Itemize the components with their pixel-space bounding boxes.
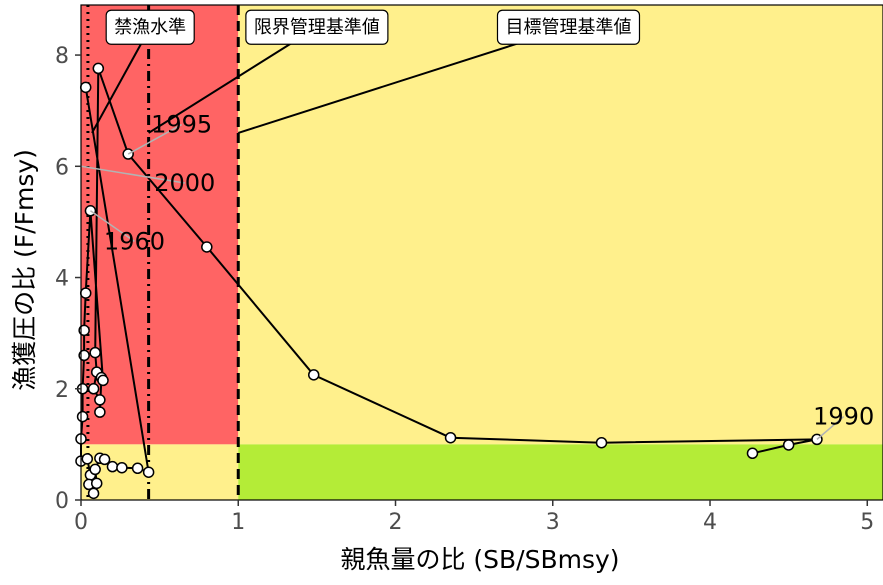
x-tick-label-1: 1 [231, 510, 245, 535]
data-point-37 [79, 81, 92, 94]
ref-label-box-3 [496, 9, 641, 45]
x-axis-label: 親魚量の比 (SB/SBmsy) [340, 545, 619, 574]
data-point-30 [89, 463, 101, 476]
leader-1960 [90, 210, 135, 242]
zone-yellow-lower [81, 444, 239, 500]
x-tick-label-4: 4 [703, 510, 717, 535]
x-tick-label-0: 0 [74, 510, 88, 535]
x-tick-label-5: 5 [860, 510, 874, 535]
ref-label-2: 限界管理基準値 [254, 17, 380, 38]
leader-1990 [816, 416, 845, 440]
year-label-2000: 2000 [154, 169, 215, 197]
data-point-5 [444, 431, 457, 444]
data-point-22 [76, 410, 89, 423]
data-point-13 [94, 394, 106, 406]
reference-lines-layer [86, 5, 240, 500]
ref-label-3: 目標管理基準値 [505, 17, 631, 38]
ref-leader-3 [237, 26, 569, 134]
axes-layer: 0 1 2 3 4 5 0 2 4 6 8 [55, 4, 883, 535]
data-point-10 [89, 346, 101, 359]
ref-label-box-2 [245, 9, 389, 45]
x-tick-label-3: 3 [546, 510, 560, 535]
ref-label-1: 禁漁水準 [114, 17, 186, 38]
y-tick-label-0: 0 [55, 489, 69, 514]
ref-leader-1 [91, 26, 152, 134]
zones-layer [81, 5, 883, 500]
ref-leader-2 [148, 26, 318, 134]
y-tick-label-6: 6 [55, 155, 69, 180]
data-point-4 [595, 436, 608, 449]
data-point-14 [94, 406, 106, 418]
data-point-12 [87, 383, 100, 395]
leader-2000 [80, 165, 185, 184]
x-tick-label-2: 2 [389, 510, 403, 535]
year-label-1990: 1990 [813, 403, 874, 431]
data-point-35 [131, 462, 144, 475]
data-point-16 [97, 374, 109, 387]
data-point-18 [79, 287, 92, 299]
y-tick-label-8: 8 [55, 44, 69, 69]
year-label-1960: 1960 [104, 227, 165, 255]
data-point-7 [201, 241, 213, 253]
data-point-25 [81, 453, 94, 465]
data-point-36 [142, 466, 155, 478]
data-point-19 [78, 324, 90, 337]
data-point-33 [106, 460, 119, 473]
data-point-2 [782, 439, 795, 451]
plot-frame [80, 4, 883, 501]
data-point-9 [92, 62, 105, 75]
zone-green [238, 444, 883, 500]
y-axis-label: 漁獲圧の比 (F/Fmsy) [10, 149, 39, 391]
ref-label-box-1 [105, 9, 195, 45]
data-point-1 [746, 447, 759, 460]
data-point-20 [78, 349, 90, 362]
data-point-6 [307, 369, 320, 381]
data-point-34 [116, 461, 128, 474]
y-tick-label-4: 4 [55, 267, 69, 292]
y-tick-label-2: 2 [55, 378, 69, 403]
data-point-32 [98, 453, 111, 466]
data-point-29 [90, 477, 103, 490]
leader-1995 [127, 123, 183, 155]
zone-yellow-upper [238, 5, 883, 445]
data-point-28 [87, 487, 100, 500]
